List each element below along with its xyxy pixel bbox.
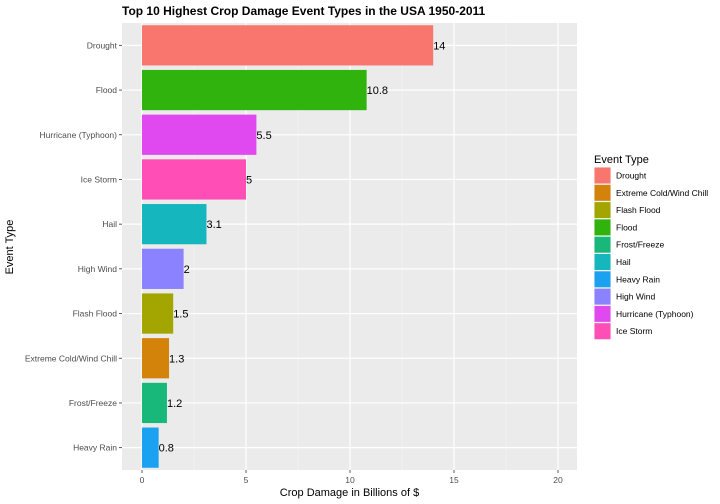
y-tick-label: Drought <box>87 40 118 50</box>
bars <box>142 25 434 468</box>
y-tick-label: Hail <box>102 219 117 229</box>
bar-value-label: 5 <box>246 174 252 186</box>
legend-swatch <box>594 236 611 253</box>
legend-item-label: High Wind <box>616 292 655 302</box>
y-tick-label: Heavy Rain <box>73 443 117 453</box>
legend-swatch <box>594 288 611 305</box>
y-axis-title: Event Type <box>4 220 16 275</box>
x-tick-label: 15 <box>449 475 459 485</box>
bar-value-label: 1.3 <box>169 353 184 365</box>
x-tick-label: 20 <box>553 475 563 485</box>
bar-value-label: 5.5 <box>256 130 271 142</box>
chart-title: Top 10 Highest Crop Damage Event Types i… <box>122 4 486 18</box>
y-tick-label: High Wind <box>78 264 117 274</box>
x-tick-label: 0 <box>140 475 145 485</box>
legend-item-label: Frost/Freeze <box>616 240 664 250</box>
bar <box>142 114 257 155</box>
y-axis-ticks: Drought Flood Hurricane (Typhoon) Ice Storm… <box>25 40 122 453</box>
legend-title: Event Type <box>594 154 649 166</box>
legend-item-label: Drought <box>616 171 647 181</box>
x-axis-ticks: 0 5 10 15 20 <box>140 470 563 485</box>
y-tick-label: Extreme Cold/Wind Chill <box>25 353 117 363</box>
bar <box>142 338 170 379</box>
bar <box>142 293 174 334</box>
bar <box>142 69 367 111</box>
bar <box>142 382 167 424</box>
bar <box>142 248 184 289</box>
legend-item-label: Heavy Rain <box>616 274 660 284</box>
bar-value-label: 10.8 <box>367 85 388 97</box>
legend-item-label: Flood <box>616 222 638 232</box>
legend-swatch <box>594 323 611 340</box>
legend-swatch <box>594 271 611 288</box>
x-tick-label: 10 <box>345 475 355 485</box>
x-tick-label: 5 <box>244 475 249 485</box>
bar-value-label: 0.8 <box>159 443 174 455</box>
legend-item-label: Extreme Cold/Wind Chill <box>616 188 708 198</box>
y-tick-label: Ice Storm <box>81 174 117 184</box>
bar <box>142 25 434 66</box>
bar-value-label: 3.1 <box>206 219 221 231</box>
legend-swatch <box>594 202 611 219</box>
legend-swatch <box>594 184 611 201</box>
legend-item-label: Hurricane (Typhoon) <box>616 309 694 319</box>
bar <box>142 427 159 468</box>
legend-swatch <box>594 167 611 184</box>
x-axis-title: Crop Damage in Billions of $ <box>280 487 419 499</box>
data-labels: 14 10.8 5.5 5 3.1 2 1.5 1.3 1.2 0.8 <box>159 40 446 454</box>
y-tick-label: Flood <box>96 85 118 95</box>
bar-value-label: 14 <box>433 40 445 52</box>
bar-value-label: 1.5 <box>173 309 188 321</box>
y-tick-label: Frost/Freeze <box>69 398 117 408</box>
y-tick-label: Flash Flood <box>73 309 118 319</box>
legend-swatch <box>594 219 611 236</box>
bar <box>142 204 207 245</box>
bar-value-label: 1.2 <box>167 398 182 410</box>
y-tick-label: Hurricane (Typhoon) <box>40 130 118 140</box>
legend-item-label: Flash Flood <box>616 205 661 215</box>
legend-swatch <box>594 305 611 322</box>
bar <box>142 159 246 200</box>
legend-item-label: Hail <box>616 257 631 267</box>
legend: Event Type Drought Extreme Cold/Wind Chil… <box>594 154 708 340</box>
bar-value-label: 2 <box>184 264 190 276</box>
legend-item-label: Ice Storm <box>616 326 652 336</box>
legend-swatch <box>594 254 611 270</box>
